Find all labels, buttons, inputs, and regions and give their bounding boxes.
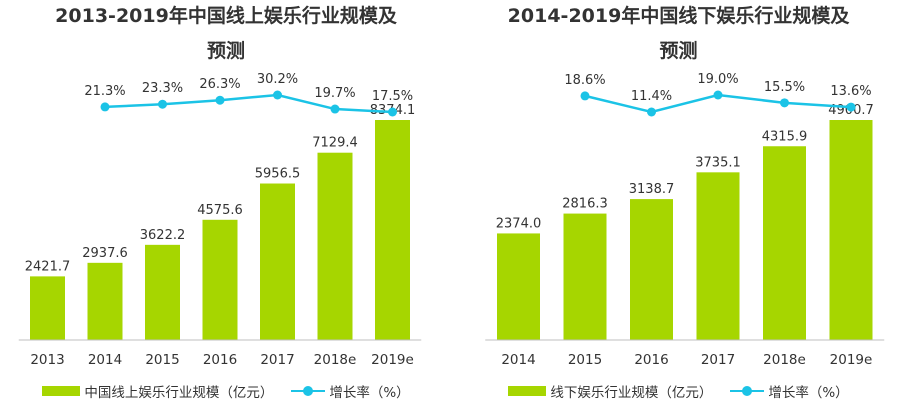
- bar: [30, 276, 65, 340]
- growth-point: [388, 107, 397, 117]
- growth-point: [215, 95, 225, 105]
- bar: [317, 152, 353, 340]
- legend-item-bar: 中国线上娱乐行业规模（亿元）: [42, 381, 273, 401]
- chart-plot: 2421.72937.63622.24575.65956.57129.48374…: [18, 72, 422, 368]
- growth-point: [713, 90, 723, 100]
- growth-point: [647, 107, 656, 117]
- legend-line-swatch: [730, 386, 765, 396]
- x-tick-label: 2016: [634, 352, 668, 368]
- legend-bar-swatch: [508, 386, 547, 396]
- bar-value-label: 5956.5: [255, 167, 301, 182]
- bar: [829, 120, 873, 340]
- x-tick-label: 2018e: [314, 352, 357, 368]
- chart-plot: 2374.02816.33138.73735.14315.94900.72014…: [485, 72, 885, 368]
- bar-value-label: 2937.6: [82, 246, 128, 261]
- bar-value-label: 7129.4: [312, 136, 358, 151]
- legend-item-bar: 线下娱乐行业规模（亿元）: [508, 381, 712, 401]
- x-tick-label: 2016: [203, 352, 237, 368]
- legend-line-label: 增长率（%）: [768, 385, 849, 401]
- growth-value-label: 30.2%: [257, 72, 298, 87]
- legend-line-label: 增长率（%）: [329, 385, 410, 401]
- x-tick-label: 2015: [145, 352, 179, 368]
- chart-title-line2: 预测: [206, 40, 245, 62]
- bar: [375, 120, 410, 340]
- bar: [563, 213, 607, 340]
- x-tick-label: 2017: [701, 352, 735, 368]
- chart-legend: 中国线上娱乐行业规模（亿元） 增长率（%）: [0, 380, 452, 402]
- bar: [145, 244, 180, 340]
- chart-panel-offline: 2014-2019年中国线下娱乐行业规模及 预测 2374.0 2816.3 313…: [452, 0, 905, 404]
- bar-value-label: 2374.0: [496, 216, 542, 231]
- x-tick-label: 2017: [260, 352, 294, 368]
- bar: [497, 233, 540, 340]
- bar-value-label: 3622.2: [140, 228, 186, 243]
- bar: [260, 183, 295, 340]
- growth-value-label: 15.5%: [764, 80, 805, 95]
- x-tick-label: 2014: [88, 352, 122, 368]
- chart-panel-online: 2013-2019年中国线上娱乐行业规模及 预测 2421.7 2937.6 362…: [0, 0, 452, 404]
- chart-legend: 线下娱乐行业规模（亿元） 增长率（%）: [452, 380, 905, 402]
- growth-value-label: 26.3%: [199, 77, 240, 92]
- growth-point: [846, 102, 856, 112]
- x-tick-label: 2019e: [371, 352, 414, 368]
- bar: [87, 262, 123, 340]
- growth-value-label: 19.7%: [314, 86, 355, 101]
- chart-title: 2014-2019年中国线下娱乐行业规模及: [507, 5, 850, 27]
- chart-title-line2: 预测: [659, 40, 698, 62]
- growth-value-label: 11.4%: [631, 89, 672, 104]
- legend-bar-label: 线下娱乐行业规模（亿元）: [550, 385, 713, 401]
- growth-point: [100, 102, 110, 112]
- growth-value-label: 17.5%: [372, 89, 413, 104]
- growth-point: [580, 91, 590, 101]
- growth-value-label: 13.6%: [830, 84, 871, 99]
- bar-value-label: 4315.9: [762, 129, 808, 144]
- bar: [763, 146, 806, 340]
- legend-bar-swatch: [42, 386, 81, 396]
- bar: [630, 199, 673, 340]
- x-tick-label: 2014: [501, 352, 535, 368]
- bar-value-label: 3138.7: [629, 182, 675, 197]
- legend-line-swatch: [291, 386, 326, 396]
- growth-point: [330, 104, 340, 114]
- growth-value-label: 21.3%: [84, 84, 125, 99]
- growth-value-label: 19.0%: [697, 72, 738, 87]
- bar-value-label: 4575.6: [197, 203, 243, 218]
- bar: [696, 172, 740, 340]
- growth-point: [780, 98, 789, 108]
- growth-point: [158, 99, 167, 109]
- legend-bar-label: 中国线上娱乐行业规模（亿元）: [84, 385, 274, 401]
- x-tick-label: 2018e: [763, 352, 806, 368]
- growth-value-label: 23.3%: [142, 81, 183, 96]
- x-tick-label: 2019e: [830, 352, 873, 368]
- bar-value-label: 2816.3: [562, 197, 608, 212]
- growth-line: [104, 93, 393, 114]
- growth-point: [273, 90, 282, 100]
- x-tick-label: 2015: [568, 352, 602, 368]
- bar-value-label: 3735.1: [695, 155, 741, 170]
- growth-value-label: 18.6%: [564, 73, 605, 88]
- bar: [202, 219, 238, 340]
- bar-value-label: 2421.7: [25, 259, 71, 274]
- x-tick-label: 2013: [30, 352, 64, 368]
- chart-title: 2013-2019年中国线上娱乐行业规模及: [55, 5, 397, 27]
- legend-item-line: 增长率（%）: [730, 381, 849, 401]
- legend-item-line: 增长率（%）: [291, 381, 410, 401]
